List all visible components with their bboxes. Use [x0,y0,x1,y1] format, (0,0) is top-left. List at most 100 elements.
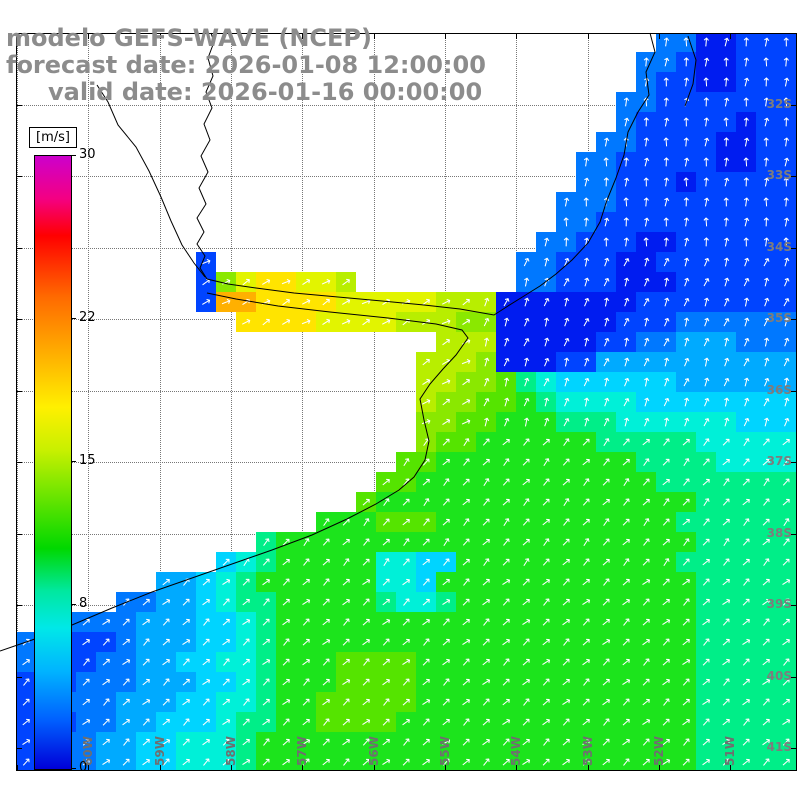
heatmap-cell [776,292,796,312]
heatmap-cell [776,192,796,212]
latitude-label: 34S [766,240,792,254]
heatmap-cell [556,392,576,412]
heatmap-cell [496,352,516,372]
heatmap-cell [756,92,776,112]
heatmap-cell [696,232,716,252]
heatmap-cell [676,252,696,272]
wind-arrow: → [698,156,714,168]
heatmap-cell [656,92,676,112]
wind-arrow: → [578,196,594,208]
heatmap-cell [476,332,496,352]
axis-tick [516,765,517,770]
heatmap-cell [476,392,496,412]
axis-tick [659,765,660,770]
axis-tick [791,33,796,34]
heatmap-cell [736,332,756,352]
heatmap-cell [656,372,676,392]
heatmap-cell [496,372,516,392]
heatmap-cell [536,332,556,352]
heatmap-cell [616,312,636,332]
heatmap-cell [476,412,496,432]
axis-tick [445,765,446,770]
heatmap-cell [776,112,796,132]
heatmap-cell [596,352,616,372]
heatmap-cell [676,212,696,232]
heatmap-cell [656,33,676,52]
wind-arrow: → [658,136,674,148]
heatmap-cell [656,152,676,172]
axis-tick [730,34,731,39]
latitude-label: 36S [766,383,792,397]
wind-arrow: → [658,236,674,248]
heatmap-cell [596,332,616,352]
heatmap-cell [576,352,596,372]
heatmap-cell [636,312,656,332]
heatmap-cell [776,212,796,232]
axis-tick [160,765,161,770]
heatmap-cell [756,312,776,332]
colorbar-tick-label: 30 [79,147,96,162]
wind-arrow: → [778,215,794,229]
heatmap-cell [776,72,796,92]
heatmap-cell [756,252,776,272]
heatmap-cell [756,232,776,252]
axis-tick [588,34,589,39]
wind-arrow: → [638,176,654,188]
heatmap-cell [616,412,636,432]
colorbar-tick [71,155,76,156]
heatmap-cell [616,352,636,372]
heatmap-cell [636,412,656,432]
heatmap-cell [676,132,696,152]
heatmap-cell [696,72,716,92]
heatmap-cell [496,312,516,332]
heatmap-cell [676,372,696,392]
heatmap-layer: → → → → → → → → → → → → → → → → → → → → → → → → → → → → → → → → → → → → → → → →… [17,33,796,770]
heatmap-cell [636,432,656,452]
axis-tick [17,248,22,249]
heatmap-cell [476,352,496,372]
heatmap-cell [656,132,676,152]
colorbar-tick [71,604,76,605]
longitude-label: 57W [295,736,309,766]
heatmap-cell [616,392,636,412]
wind-arrow: → [658,216,674,228]
wind-arrow: → [678,116,694,128]
wind-arrow: → [758,56,774,68]
colorbar-tick [71,318,76,319]
heatmap-cell [476,432,496,452]
heatmap-cell [676,312,696,332]
heatmap-cell [676,232,696,252]
axis-tick [516,34,517,39]
heatmap-cell [696,33,716,52]
heatmap-cell [676,292,696,312]
heatmap-cell [696,52,716,72]
axis-tick [17,605,22,606]
heatmap-cell [676,332,696,352]
heatmap-cell [656,252,676,272]
heatmap-cell [656,292,676,312]
heatmap-cell [736,352,756,372]
heatmap-cell [656,272,676,292]
heatmap-cell [676,352,696,372]
heatmap-cell [756,392,776,412]
wind-arrow: → [658,76,674,88]
heatmap-cell [736,272,756,292]
heatmap-cell [676,192,696,212]
heatmap-cell [536,412,556,432]
wind-arrow: → [678,155,694,169]
latitude-label: 37S [766,454,792,468]
heatmap-cell [476,312,496,332]
wind-arrow: → [778,116,794,128]
latitude-label: 40S [766,669,792,683]
wind-arrow: → [558,195,574,209]
axis-tick [302,765,303,770]
heatmap-cell [716,33,736,52]
heatmap-cell [656,192,676,212]
heatmap-cell [776,172,796,192]
axis-tick [374,765,375,770]
colorbar-units-label: [m/s] [29,127,77,148]
heatmap-cell [776,92,796,112]
wind-arrow: → [758,136,774,148]
axis-tick [791,605,796,606]
